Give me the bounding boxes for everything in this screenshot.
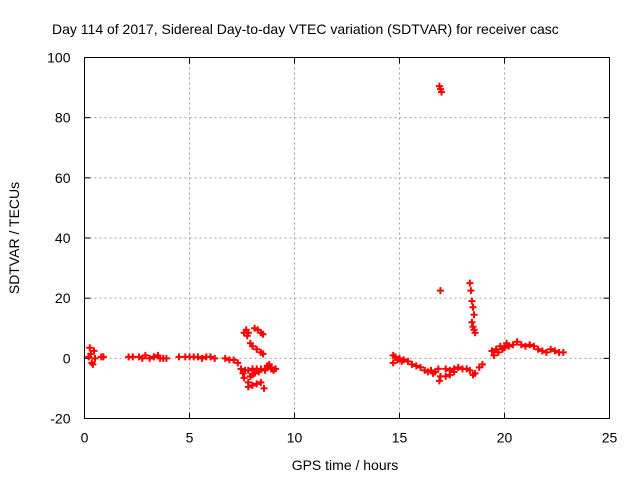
data-point — [468, 297, 476, 305]
data-point — [249, 342, 256, 350]
data-point — [259, 330, 267, 338]
data-point — [543, 348, 550, 356]
data-point — [253, 345, 261, 353]
data-point — [150, 353, 158, 361]
x-tick-label: 5 — [186, 430, 194, 446]
data-point — [438, 88, 445, 96]
data-point — [538, 347, 546, 355]
y-tick-label: -20 — [50, 411, 70, 427]
y-axis-label: SDTVAR / TECUs — [6, 182, 22, 294]
data-point — [244, 383, 252, 391]
data-point — [471, 369, 479, 377]
data-point — [257, 365, 265, 373]
data-point — [272, 365, 280, 373]
y-tick-label: 20 — [55, 290, 71, 306]
data-point — [471, 329, 479, 337]
x-tick-label: 15 — [392, 430, 408, 446]
data-point — [417, 363, 424, 371]
x-axis-label: GPS time / hours — [292, 457, 399, 473]
data-point — [412, 362, 420, 370]
data-point — [211, 354, 219, 362]
data-point — [559, 348, 567, 356]
data-point — [530, 342, 538, 350]
data-point — [237, 365, 245, 373]
data-point — [494, 348, 502, 356]
data-point — [393, 356, 401, 364]
data-point — [509, 341, 517, 349]
data-point — [442, 372, 450, 380]
grid-layer — [84, 57, 610, 419]
data-point — [207, 353, 214, 361]
data-point — [244, 366, 252, 374]
y-tick-label: 100 — [47, 50, 71, 66]
data-point — [257, 378, 265, 386]
data-point — [230, 356, 238, 364]
data-point — [194, 353, 202, 361]
x-tick-label: 10 — [287, 430, 303, 446]
data-points — [85, 82, 567, 392]
data-point — [478, 360, 486, 368]
data-point — [175, 353, 183, 361]
data-point — [467, 287, 475, 295]
data-point — [249, 381, 256, 389]
data-point — [503, 339, 511, 347]
y-tick-label: 0 — [63, 350, 71, 366]
x-tick-label: 25 — [602, 430, 618, 446]
data-point — [90, 347, 98, 355]
data-point — [240, 374, 248, 382]
data-point — [398, 357, 406, 365]
data-point — [534, 345, 542, 353]
data-point — [162, 354, 170, 362]
data-point — [259, 350, 267, 358]
data-point — [551, 347, 559, 355]
y-tick-label: 40 — [55, 230, 71, 246]
data-point — [498, 345, 506, 353]
data-point — [86, 344, 94, 352]
data-point — [89, 360, 97, 368]
data-point — [442, 365, 450, 373]
data-point — [198, 354, 206, 362]
data-point — [469, 303, 477, 311]
data-point — [446, 371, 454, 379]
data-point — [466, 366, 474, 374]
data-point — [435, 377, 443, 385]
data-point — [260, 384, 268, 392]
data-point — [490, 351, 498, 359]
y-tick-label: 60 — [55, 170, 71, 186]
data-point — [234, 359, 242, 367]
data-point — [141, 351, 149, 359]
x-tick-label: 20 — [497, 430, 513, 446]
data-point — [251, 369, 259, 377]
data-point — [513, 338, 521, 346]
data-point — [454, 363, 462, 371]
data-point — [404, 357, 412, 365]
y-tick-label: 80 — [55, 110, 71, 126]
data-point — [267, 363, 275, 371]
tick-layer: 0 5 10 15 20 25 -20 0 20 40 60 80 100 — [47, 50, 617, 446]
data-point — [408, 360, 416, 368]
data-point — [221, 354, 229, 362]
data-point — [436, 287, 444, 295]
data-point — [547, 345, 555, 353]
data-point — [470, 311, 478, 319]
data-point — [517, 341, 525, 349]
data-point — [99, 353, 107, 361]
chart-title: Day 114 of 2017, Sidereal Day-to-day VTE… — [52, 21, 559, 37]
data-point — [253, 380, 261, 388]
data-point — [244, 329, 252, 337]
data-point — [466, 279, 474, 287]
data-point — [146, 354, 154, 362]
x-tick-label: 0 — [81, 430, 89, 446]
data-point — [389, 359, 397, 367]
data-point — [91, 354, 99, 362]
data-point — [434, 365, 442, 373]
data-point — [488, 347, 496, 355]
data-point — [468, 318, 476, 326]
data-point — [261, 366, 269, 374]
data-point — [526, 341, 534, 349]
data-point — [522, 342, 529, 350]
data-point — [129, 353, 137, 361]
data-point — [450, 368, 458, 376]
